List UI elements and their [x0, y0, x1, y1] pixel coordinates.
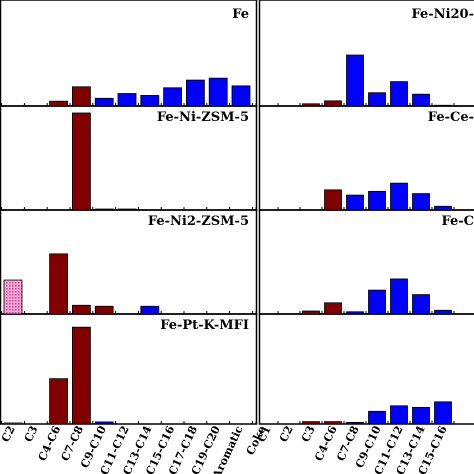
bar-fe-c11-c12	[140, 95, 160, 107]
panel-title: Fe-Pt-K-MFI	[160, 318, 249, 333]
x-tick-label: C2	[0, 424, 18, 444]
bar-fe-ce--c4-c6	[324, 189, 342, 211]
bar-fe-ni2-zsm-5-c7-c8	[94, 305, 114, 315]
bar-fe-ni20--c7-c8	[346, 54, 364, 107]
bar-fe-c19-c20	[231, 85, 251, 107]
bar-fe-ce--c9-c10	[368, 190, 386, 211]
bar-fe-pt-k-mfi-c3	[49, 378, 68, 425]
bar-fe-ce--c7-c8	[346, 194, 364, 211]
bar-fe-ni-zsm-5-c9-c10	[117, 208, 137, 211]
bar-fe-c7-c8	[94, 97, 114, 107]
bar-fe-ni2-zsm-5-c3	[49, 253, 68, 315]
bar-fe-ce--c11-c12	[390, 182, 408, 211]
bar-panel-8-c9-c10	[368, 410, 386, 425]
bar-panel-8-c15-c16	[434, 401, 452, 425]
bar-fe-ni20--c13-c14	[412, 93, 430, 107]
bar-panel-8-c7-c8	[346, 422, 364, 425]
panel-title: Fe-Ni20-	[412, 7, 474, 22]
bar-fe-ni20--c4-c6	[324, 100, 342, 107]
x-tick-label: C3	[299, 424, 318, 444]
panel-title: Fe-C	[441, 214, 474, 229]
bar-fe-ni20--c11-c12	[390, 81, 408, 107]
bar-panel-8-c11-c12	[390, 405, 408, 425]
bar-fe-c4-c6	[72, 86, 91, 107]
bar-fe-ni2-zsm-5-c4-c6	[72, 304, 91, 315]
bar-fe-c13-c14	[163, 87, 183, 107]
bar-panel-8-c4-c6	[324, 421, 342, 425]
bar-fe-ni20--c15-c16	[434, 104, 452, 107]
bar-fe-c-c11-c12	[390, 278, 408, 315]
bar-fe-ni-zsm-5-c4-c6	[72, 112, 91, 211]
x-tick-label: C3	[22, 424, 41, 444]
bar-fe-ni20--c9-c10	[368, 92, 386, 107]
bar-fe-c-c15-c16	[434, 309, 452, 315]
bar-fe-c-c9-c10	[368, 289, 386, 315]
bar-fe-c17-c18	[208, 77, 228, 107]
x-tick-label: C1	[255, 424, 274, 444]
bar-fe-ni-zsm-5-c7-c8	[94, 208, 114, 211]
bar-fe-pt-k-mfi-c4-c6	[72, 326, 91, 425]
bar-fe-c-c3	[302, 310, 320, 315]
bar-fe-ni2-zsm-5-c11-c12	[140, 305, 160, 315]
bar-fe-ce--c13-c14	[412, 193, 430, 211]
bar-fe-c15-c16	[185, 79, 205, 107]
bar-fe-c-c7-c8	[346, 311, 364, 315]
bar-fe-ni20--c3	[302, 103, 320, 107]
panel-title: Fe	[232, 7, 249, 22]
bar-panel-8-c13-c14	[412, 406, 430, 425]
bar-fe-pt-k-mfi-c1	[3, 422, 23, 425]
bar-fe-ce--c15-c16	[434, 205, 452, 211]
bar-panel-8-c3	[302, 421, 320, 425]
bar-fe-c9-c10	[117, 93, 137, 107]
panel-title: Fe-Ni-ZSM-5	[157, 110, 249, 125]
bar-fe-pt-k-mfi-c7-c8	[94, 421, 114, 425]
panel-title: Fe-Ni2-ZSM-5	[148, 214, 249, 229]
bar-fe-ni2-zsm-5-c1	[3, 279, 23, 315]
bar-fe-c-c4-c6	[324, 302, 342, 315]
bar-fe-c-c13-c14	[412, 294, 430, 315]
x-tick-label: C2	[277, 424, 296, 444]
panel-frame-right-4	[258, 313, 474, 425]
panel-title: Fe-Ce-	[428, 110, 474, 125]
panel-frame-left-4	[0, 313, 258, 425]
bar-fe-c3	[49, 100, 68, 107]
